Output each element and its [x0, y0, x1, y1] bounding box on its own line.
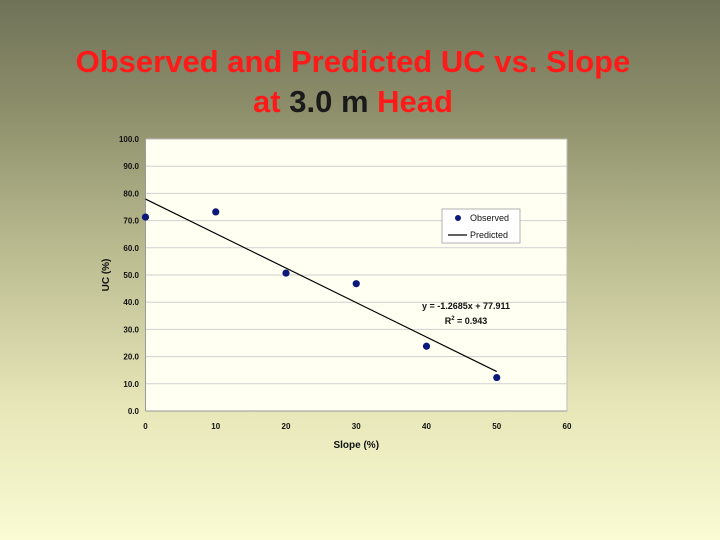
- y-tick-label: 0.0: [128, 407, 140, 416]
- x-tick-labels: 0 10 20 30 40 50 60: [143, 422, 572, 431]
- y-tick-label: 40.0: [123, 298, 139, 307]
- y-tick-label: 50.0: [123, 271, 139, 280]
- y-axis-label: UC (%): [101, 259, 112, 292]
- x-tick-label: 0: [143, 422, 148, 431]
- observed-point: [493, 373, 501, 382]
- x-tick-label: 30: [352, 422, 361, 431]
- observed-series: [141, 208, 501, 382]
- x-tick-label: 10: [211, 422, 220, 431]
- r2-prefix: R: [445, 316, 452, 326]
- r2-superscript: 2: [451, 316, 455, 322]
- observed-point: [282, 269, 290, 277]
- y-tick-label: 100.0: [119, 135, 140, 144]
- predicted-line: [145, 198, 498, 373]
- y-tick-label: 60.0: [123, 244, 139, 253]
- title-line-2-suffix: Head: [368, 84, 453, 119]
- title-line-2-prefix: at: [253, 84, 290, 119]
- x-tick-label: 50: [492, 422, 501, 431]
- legend-observed-label: Observed: [470, 213, 509, 223]
- y-tick-label: 70.0: [123, 217, 139, 226]
- x-tick-label: 60: [563, 422, 572, 431]
- title-line-1: Observed and Predicted UC vs. Slope: [75, 44, 631, 79]
- x-tick-label: 20: [282, 422, 291, 431]
- legend-predicted-label: Predicted: [470, 230, 508, 240]
- observed-point: [352, 280, 360, 288]
- r2-value: = 0.943: [455, 316, 488, 326]
- y-tick-label: 80.0: [123, 189, 139, 198]
- slide-title: Observed and Predicted UC vs. Slope at 3…: [0, 42, 706, 122]
- y-tick-label: 30.0: [123, 325, 139, 334]
- observed-point: [141, 213, 150, 221]
- observed-point: [422, 342, 431, 350]
- axes: [145, 138, 568, 412]
- x-tick-label: 40: [422, 422, 431, 431]
- y-tick-label: 90.0: [123, 162, 139, 171]
- title-head-value: 3.0 m: [289, 84, 369, 119]
- x-axis-label: Slope (%): [333, 440, 379, 451]
- legend-observed-marker: [455, 215, 461, 221]
- legend: Observed Predicted: [441, 208, 521, 244]
- observed-point: [212, 208, 220, 216]
- y-tick-label: 20.0: [123, 353, 139, 362]
- y-tick-labels: 0.0 10.0 20.0 30.0 40.0 50.0 60.0 70.0 80.0 90.0 1…: [119, 135, 140, 416]
- legend-box: [441, 208, 521, 244]
- regression-equation: y = -1.2685x + 77.911: [422, 301, 510, 311]
- r-squared-label: R2 = 0.943: [445, 316, 488, 326]
- predicted-series: [145, 198, 498, 373]
- y-tick-label: 10.0: [123, 380, 139, 389]
